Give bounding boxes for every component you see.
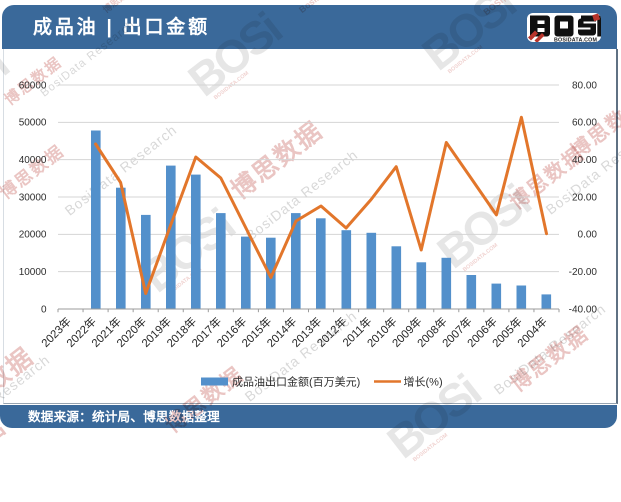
svg-text:成品油出口金额(百万美元): 成品油出口金额(百万美元) [232,375,360,389]
svg-text:增长(%): 增长(%) [404,375,443,389]
svg-text:60000: 60000 [19,80,47,91]
svg-text:80.00: 80.00 [572,80,597,91]
svg-text:-20.00: -20.00 [569,267,598,278]
svg-text:0.00: 0.00 [578,230,598,241]
svg-text:40000: 40000 [19,155,47,166]
svg-text:20000: 20000 [19,230,47,241]
svg-text:60.00: 60.00 [572,118,597,129]
svg-text:10000: 10000 [19,267,47,278]
svg-text:BOSIDATA.COM: BOSIDATA.COM [554,38,597,42]
svg-text:40.00: 40.00 [572,155,597,166]
svg-text:0: 0 [41,304,47,315]
svg-text:50000: 50000 [19,118,47,129]
svg-text:-40.00: -40.00 [569,304,598,315]
svg-text:30000: 30000 [19,192,47,203]
svg-text:20.00: 20.00 [572,192,597,203]
